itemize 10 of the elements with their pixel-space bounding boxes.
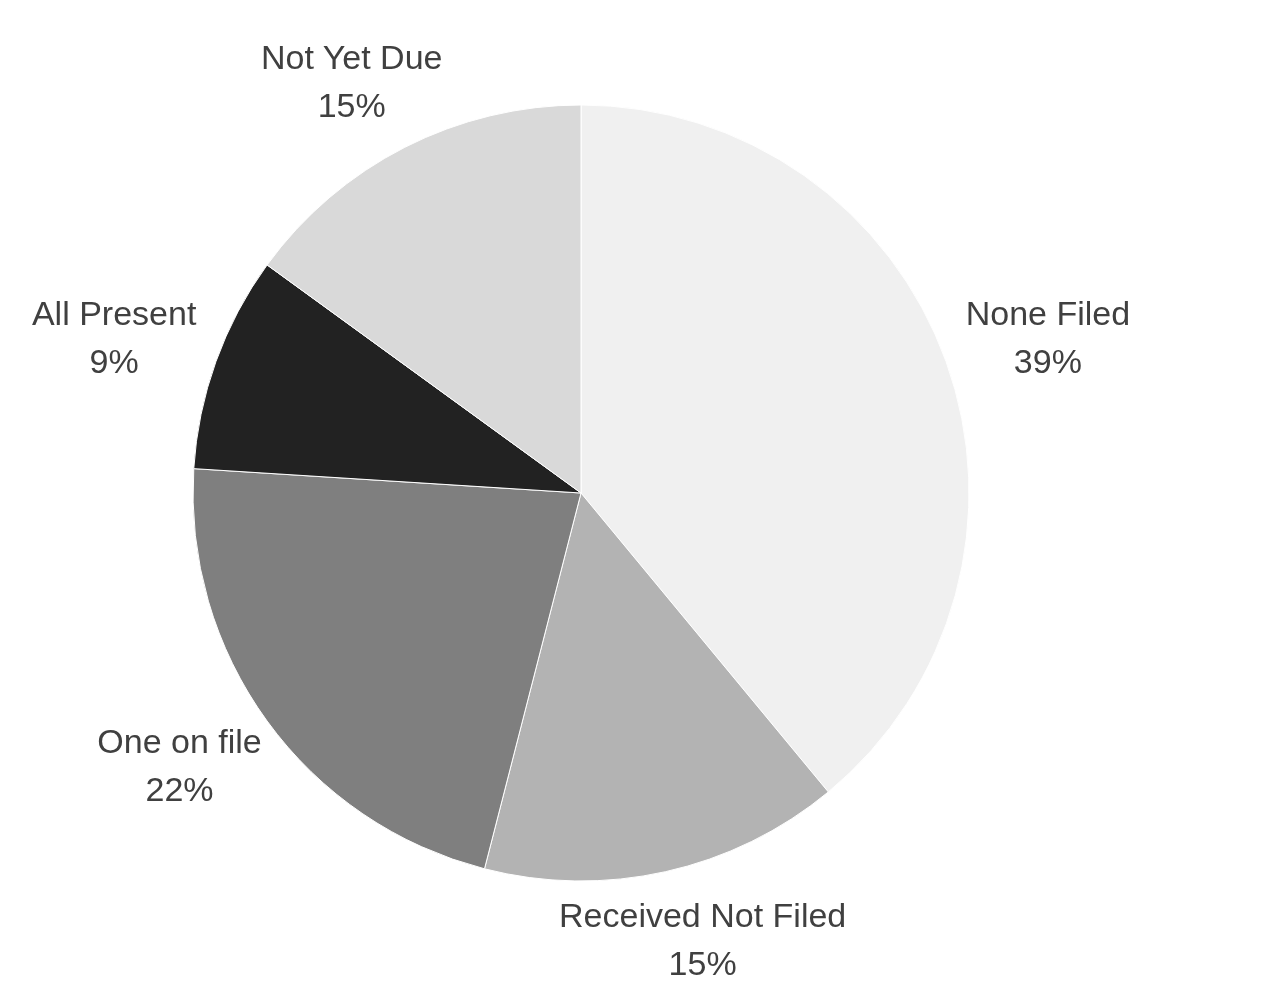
slice-label: Not Yet Due [260,38,443,77]
data-label: 22% [145,769,214,808]
slice-label: All Present [31,293,197,332]
data-label: 39% [1013,341,1082,380]
data-label: 15% [668,944,737,982]
data-label: 9% [89,341,139,380]
slice-label: One on file [97,721,262,760]
data-label: 15% [317,86,386,125]
slice-label: None Filed [965,293,1131,332]
slice-label: Received Not Filed [559,896,847,934]
